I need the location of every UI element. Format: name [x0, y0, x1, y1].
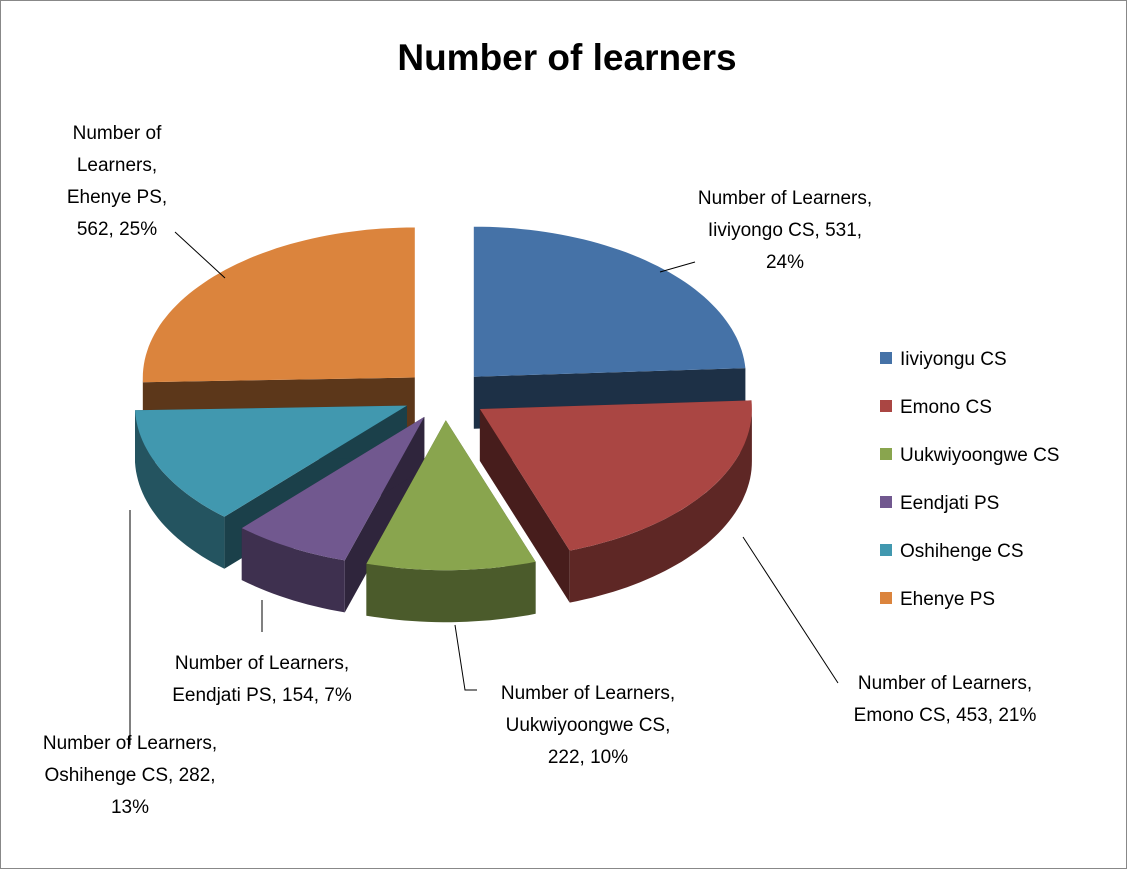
- legend-swatch: [880, 448, 892, 460]
- legend-swatch: [880, 544, 892, 556]
- chart-title: Number of learners: [397, 37, 736, 78]
- data-label: Number of Learners, Iiviyongo CS, 531, 24%: [698, 188, 872, 273]
- leader-line: [659, 261, 696, 273]
- slice-top: [479, 400, 752, 551]
- leader-line: [174, 231, 226, 279]
- slice-top: [241, 416, 425, 561]
- slice-side: [479, 409, 570, 603]
- legend-label: Eendjati PS: [900, 493, 999, 514]
- legend-label: Ehenye PS: [900, 589, 995, 610]
- legend-swatch: [880, 400, 892, 412]
- legend-label: Oshihenge CS: [900, 541, 1024, 562]
- data-label: Number of Learners, Uukwiyoongwe CS, 222, …: [501, 683, 675, 768]
- data-label: Number of Learners, Oshihenge CS, 282, 13%: [43, 733, 217, 818]
- slice-outer-wall: [241, 528, 345, 613]
- pie-slice: [241, 416, 425, 613]
- leader-line: [742, 536, 839, 684]
- legend-swatch: [880, 352, 892, 364]
- legend-swatch: [880, 496, 892, 508]
- data-label: Number of Learners, Ehenye PS, 562, 25%: [67, 123, 167, 240]
- slice-outer-wall: [366, 561, 536, 623]
- slice-outer-wall: [135, 410, 225, 569]
- slice-top: [473, 226, 746, 377]
- legend-label: Uukwiyoongwe CS: [900, 445, 1059, 466]
- leader-line: [454, 624, 477, 691]
- slice-top: [142, 227, 415, 383]
- pie-slice: [479, 400, 752, 603]
- pie-slice: [366, 420, 536, 623]
- legend-label: Iiviyongu CS: [900, 349, 1007, 370]
- data-label: Number of Learners, Emono CS, 453, 21%: [854, 673, 1037, 726]
- data-label: Number of Learners, Eendjati PS, 154, 7%: [172, 653, 352, 706]
- slice-top: [366, 420, 536, 571]
- slice-outer-wall: [569, 409, 752, 603]
- legend-label: Emono CS: [900, 397, 992, 418]
- legend-swatch: [880, 592, 892, 604]
- slice-top: [135, 405, 407, 517]
